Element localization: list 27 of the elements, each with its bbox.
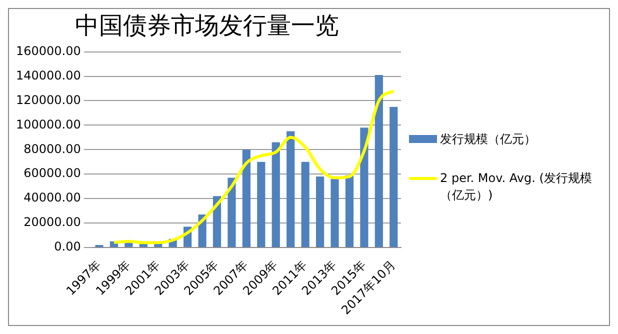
y-tick-label: 140000.00 — [16, 68, 81, 82]
bar — [330, 178, 339, 247]
y-tick-label: 20000.00 — [24, 215, 81, 230]
bar — [272, 142, 280, 247]
y-tick-label: 100000.00 — [16, 117, 81, 132]
bar — [228, 178, 236, 247]
bar — [316, 176, 324, 247]
bar — [257, 162, 266, 247]
legend-label: 2 per. Mov. Avg. (发行规模（亿元）) — [440, 170, 593, 204]
bar — [390, 106, 398, 247]
y-tick-label: 160000.00 — [16, 44, 81, 58]
bar — [242, 150, 250, 247]
bar — [360, 128, 368, 247]
bar — [286, 131, 295, 247]
bar — [139, 244, 148, 247]
bar — [374, 75, 383, 247]
bar — [345, 175, 354, 247]
legend-label: 发行规模（亿元） — [440, 130, 536, 148]
y-tick-label: 0.00 — [54, 240, 81, 254]
line-series — [112, 89, 396, 244]
y-tick-label: 120000.00 — [16, 92, 81, 107]
y-tick-label: 40000.00 — [24, 190, 81, 205]
y-tick-label: 60000.00 — [24, 166, 81, 180]
y-tick-label: 80000.00 — [24, 142, 81, 156]
chart-title: 中国债券市场发行量一览 — [75, 12, 339, 40]
bar — [212, 196, 222, 247]
bar — [301, 162, 310, 247]
